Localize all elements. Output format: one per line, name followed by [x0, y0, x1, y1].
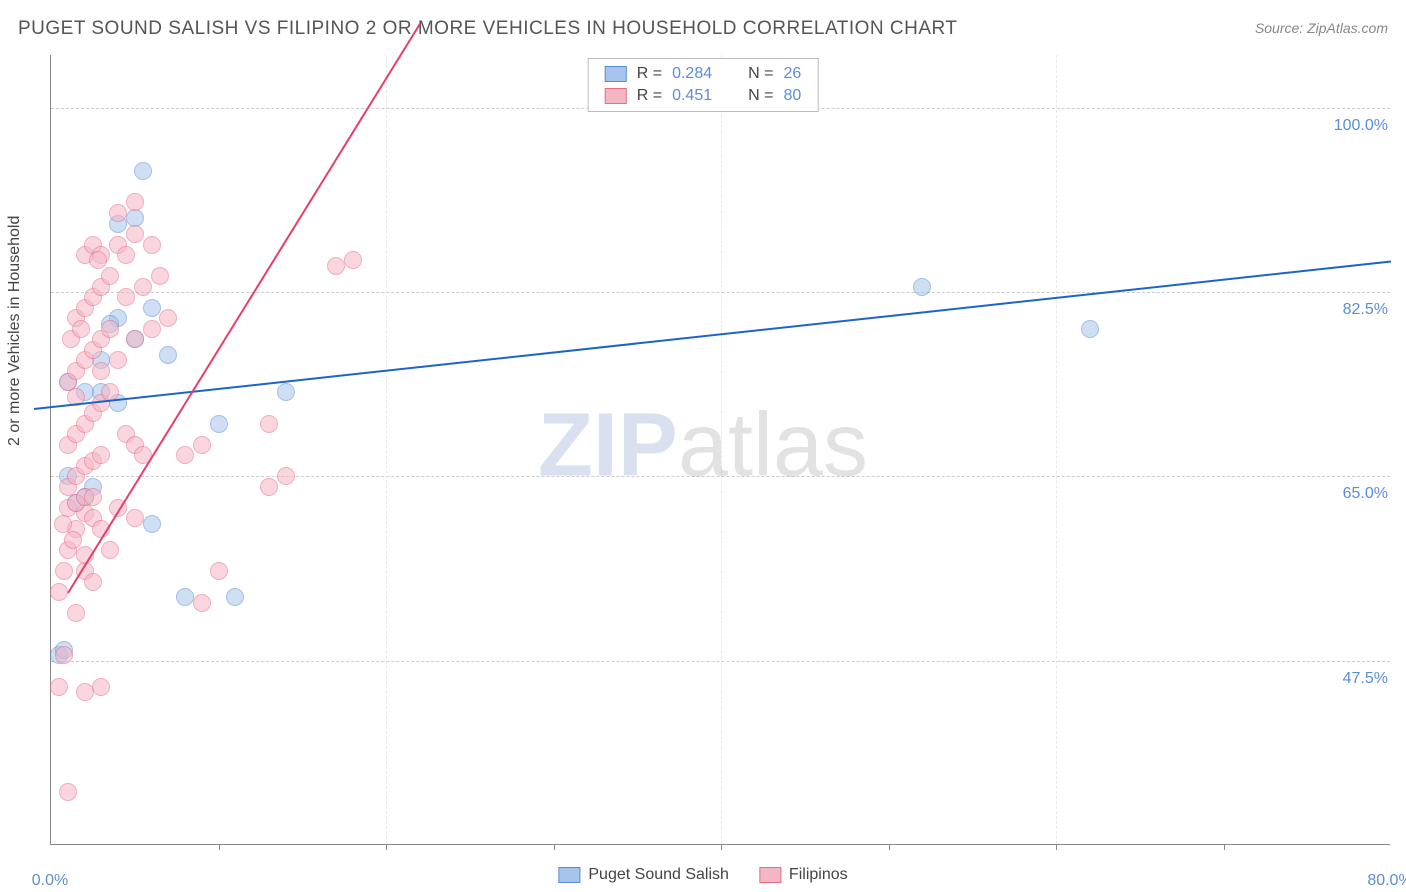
trend-line — [34, 260, 1391, 409]
x-tick-mark — [1056, 844, 1057, 850]
x-tick-mark — [889, 844, 890, 850]
legend-n-value: 80 — [783, 87, 801, 105]
legend-n-label: N = — [748, 65, 773, 83]
scatter-point — [151, 267, 169, 285]
scatter-point — [101, 320, 119, 338]
gridline-vertical — [1056, 55, 1057, 844]
x-tick-mark — [386, 844, 387, 850]
legend-series-item: Filipinos — [759, 866, 848, 884]
scatter-point — [109, 351, 127, 369]
x-tick-label: 80.0% — [1367, 872, 1406, 890]
scatter-point — [134, 278, 152, 296]
scatter-point — [159, 309, 177, 327]
scatter-point — [50, 583, 68, 601]
scatter-point — [126, 193, 144, 211]
scatter-point — [210, 415, 228, 433]
y-tick-label: 100.0% — [1334, 117, 1388, 135]
legend-row: R = 0.451 N = 80 — [589, 85, 818, 107]
scatter-point — [84, 573, 102, 591]
scatter-point — [92, 678, 110, 696]
legend-swatch — [759, 867, 781, 883]
scatter-point — [92, 362, 110, 380]
scatter-point — [143, 236, 161, 254]
scatter-point — [327, 257, 345, 275]
legend-r-label: R = — [637, 65, 662, 83]
y-tick-label: 65.0% — [1343, 485, 1388, 503]
legend-swatch — [605, 88, 627, 104]
scatter-point — [193, 594, 211, 612]
legend-swatch — [605, 66, 627, 82]
scatter-point — [126, 225, 144, 243]
scatter-point — [84, 488, 102, 506]
y-tick-label: 82.5% — [1343, 301, 1388, 319]
legend-series-item: Puget Sound Salish — [558, 866, 729, 884]
scatter-point — [260, 478, 278, 496]
correlation-legend: R = 0.284 N = 26 R = 0.451 N = 80 — [588, 58, 819, 112]
source-attribution: Source: ZipAtlas.com — [1255, 20, 1388, 36]
scatter-point — [109, 204, 127, 222]
scatter-point — [126, 330, 144, 348]
scatter-point — [176, 588, 194, 606]
scatter-point — [1081, 320, 1099, 338]
plot-area — [50, 55, 1390, 845]
scatter-point — [64, 531, 82, 549]
scatter-point — [277, 467, 295, 485]
legend-swatch — [558, 867, 580, 883]
legend-series-label: Filipinos — [789, 866, 848, 884]
scatter-point — [126, 509, 144, 527]
scatter-point — [143, 299, 161, 317]
x-tick-mark — [219, 844, 220, 850]
legend-n-value: 26 — [783, 65, 801, 83]
scatter-point — [913, 278, 931, 296]
scatter-point — [50, 678, 68, 696]
legend-n-label: N = — [748, 87, 773, 105]
scatter-point — [101, 541, 119, 559]
scatter-point — [210, 562, 228, 580]
scatter-point — [143, 515, 161, 533]
scatter-point — [76, 683, 94, 701]
scatter-point — [143, 320, 161, 338]
scatter-point — [134, 162, 152, 180]
legend-series-label: Puget Sound Salish — [588, 866, 729, 884]
gridline-vertical — [721, 55, 722, 844]
x-tick-label: 0.0% — [32, 872, 68, 890]
scatter-point — [277, 383, 295, 401]
scatter-point — [72, 320, 90, 338]
legend-row: R = 0.284 N = 26 — [589, 63, 818, 85]
scatter-point — [159, 346, 177, 364]
chart-title: PUGET SOUND SALISH VS FILIPINO 2 OR MORE… — [18, 18, 958, 40]
scatter-point — [92, 446, 110, 464]
x-tick-mark — [554, 844, 555, 850]
scatter-point — [67, 604, 85, 622]
scatter-point — [176, 446, 194, 464]
scatter-point — [344, 251, 362, 269]
scatter-point — [55, 562, 73, 580]
scatter-point — [101, 267, 119, 285]
scatter-point — [226, 588, 244, 606]
scatter-point — [89, 251, 107, 269]
scatter-point — [55, 646, 73, 664]
scatter-point — [117, 288, 135, 306]
scatter-point — [193, 436, 211, 454]
scatter-point — [117, 246, 135, 264]
gridline-vertical — [386, 55, 387, 844]
x-tick-mark — [1224, 844, 1225, 850]
legend-r-value: 0.451 — [672, 87, 712, 105]
y-axis-label: 2 or more Vehicles in Household — [6, 216, 24, 446]
scatter-point — [59, 783, 77, 801]
series-legend: Puget Sound Salish Filipinos — [558, 866, 847, 884]
legend-r-value: 0.284 — [672, 65, 712, 83]
y-tick-label: 47.5% — [1343, 670, 1388, 688]
scatter-point — [260, 415, 278, 433]
x-tick-mark — [721, 844, 722, 850]
legend-r-label: R = — [637, 87, 662, 105]
